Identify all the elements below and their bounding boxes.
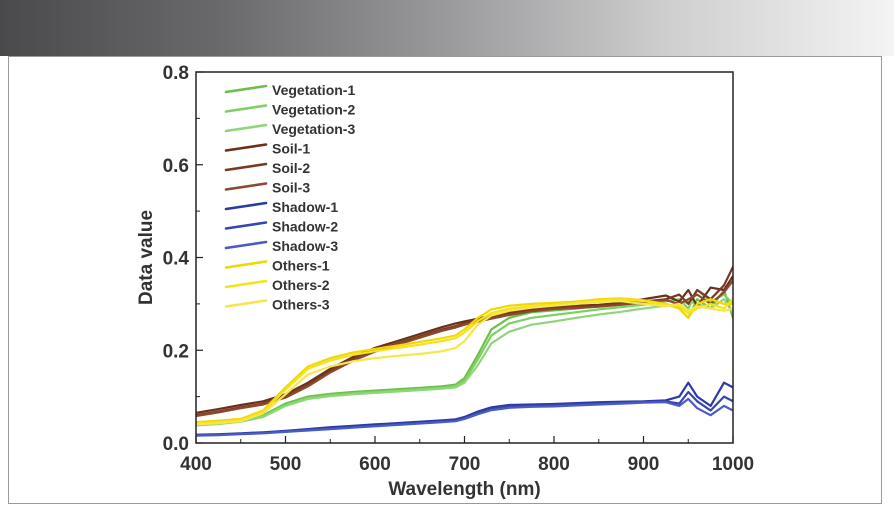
legend-swatch: [224, 182, 268, 191]
legend-label: Others-3: [272, 297, 330, 313]
figure-frame: [8, 56, 882, 504]
y-tick-label: 0.8: [163, 63, 189, 84]
x-tick-label: 700: [449, 454, 481, 475]
legend-swatch: [224, 201, 268, 211]
x-tick-label: 400: [180, 454, 212, 475]
series-line-shadow-3: [196, 397, 733, 437]
legend-swatch: [224, 143, 268, 152]
legend-swatch: [224, 221, 268, 230]
legend-swatch: [224, 162, 268, 172]
legend-swatch: [224, 104, 268, 113]
legend-swatch: [224, 260, 268, 269]
legend-swatch: [224, 240, 268, 250]
legend-label: Soil-2: [272, 160, 310, 176]
x-tick-label: 500: [270, 454, 302, 475]
legend-swatch: [224, 123, 268, 133]
y-tick-label: 0.2: [163, 341, 189, 362]
header-gradient-bar: [0, 0, 894, 56]
x-tick-label: 900: [628, 454, 660, 475]
legend-label: Others-1: [272, 258, 330, 274]
y-tick-label: 0.0: [163, 434, 189, 455]
legend-label: Soil-1: [272, 141, 310, 157]
legend-swatch: [224, 299, 268, 308]
series-line-others-2: [196, 298, 733, 425]
legend-label: Shadow-3: [272, 238, 338, 254]
legend-swatch: [224, 279, 268, 289]
y-axis-title: Data value: [136, 210, 157, 305]
series-line-others-1: [196, 297, 733, 424]
x-tick-label: 600: [359, 454, 391, 475]
y-tick-label: 0.4: [163, 249, 190, 270]
series-line-vegetation-3: [196, 298, 733, 427]
legend-label: Shadow-1: [272, 199, 338, 215]
legend-label: Vegetation-3: [272, 121, 355, 137]
legend-label: Vegetation-1: [272, 82, 355, 98]
legend-swatch: [224, 84, 268, 94]
legend-label: Vegetation-2: [272, 102, 355, 118]
y-tick-label: 0.6: [163, 156, 189, 177]
legend-label: Shadow-2: [272, 219, 338, 235]
legend-label: Others-2: [272, 277, 330, 293]
x-tick-label: 1000: [712, 454, 754, 475]
legend-label: Soil-3: [272, 180, 310, 196]
series-line-others-3: [196, 300, 733, 426]
x-axis-title: Wavelength (nm): [388, 479, 540, 500]
x-tick-label: 800: [538, 454, 570, 475]
